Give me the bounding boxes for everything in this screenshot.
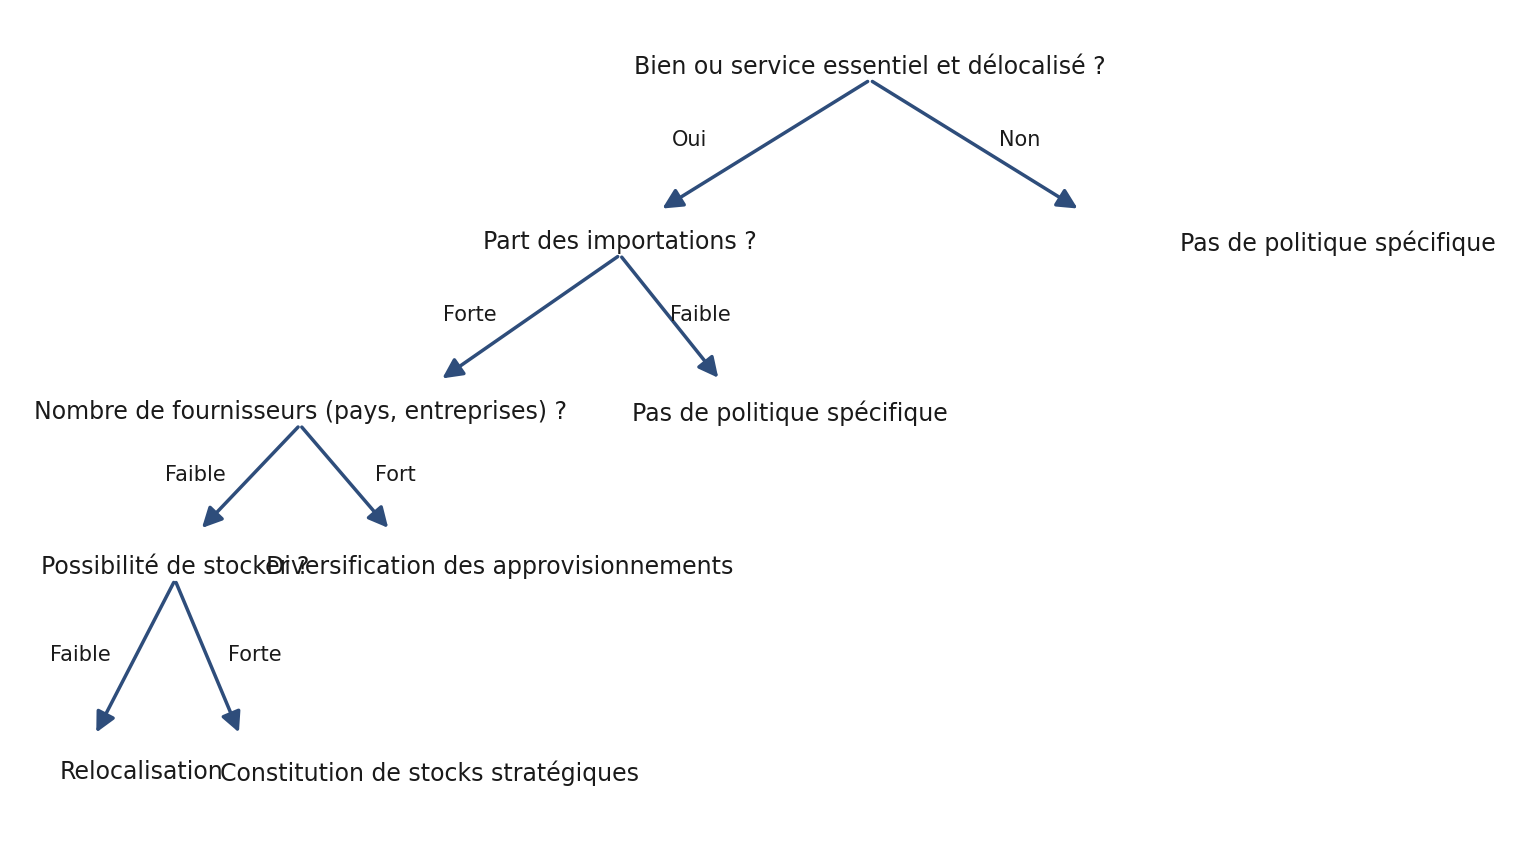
Text: Forte: Forte bbox=[443, 305, 496, 325]
Text: Pas de politique spécifique: Pas de politique spécifique bbox=[1180, 230, 1495, 256]
Text: Fort: Fort bbox=[375, 465, 415, 485]
Text: Relocalisation: Relocalisation bbox=[60, 760, 224, 784]
Text: Faible: Faible bbox=[669, 305, 731, 325]
Text: Faible: Faible bbox=[164, 465, 225, 485]
Text: Diversification des approvisionnements: Diversification des approvisionnements bbox=[267, 555, 734, 579]
Text: Forte: Forte bbox=[228, 645, 282, 665]
Text: Nombre de fournisseurs (pays, entreprises) ?: Nombre de fournisseurs (pays, entreprise… bbox=[34, 400, 567, 424]
Text: Faible: Faible bbox=[49, 645, 110, 665]
Text: Oui: Oui bbox=[673, 130, 708, 150]
Text: Non: Non bbox=[999, 130, 1040, 150]
Text: Pas de politique spécifique: Pas de politique spécifique bbox=[633, 400, 948, 425]
Text: Part des importations ?: Part des importations ? bbox=[483, 230, 757, 254]
Text: Bien ou service essentiel et délocalisé ?: Bien ou service essentiel et délocalisé … bbox=[634, 55, 1106, 79]
Text: Constitution de stocks stratégiques: Constitution de stocks stratégiques bbox=[221, 760, 639, 785]
Text: Possibilité de stocker ?: Possibilité de stocker ? bbox=[41, 555, 309, 579]
